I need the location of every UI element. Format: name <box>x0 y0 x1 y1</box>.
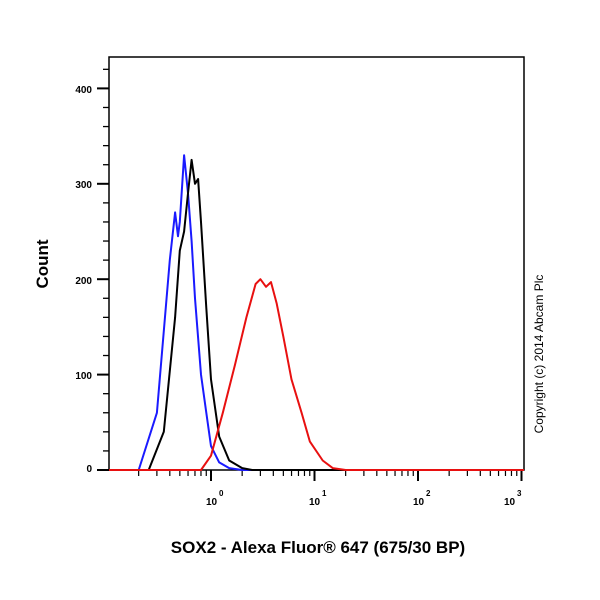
y-tick-label: 300 <box>75 180 92 191</box>
histogram-series <box>109 154 524 471</box>
y-tick-label: 0 <box>86 464 92 475</box>
svg-text:10: 10 <box>413 497 425 508</box>
y-axis-title: Count <box>33 239 52 288</box>
svg-text:3: 3 <box>517 489 522 498</box>
x-axis-ticks <box>138 470 523 481</box>
x-tick-label: 10 2 <box>413 489 431 508</box>
y-tick-label: 200 <box>75 276 92 287</box>
svg-text:2: 2 <box>426 489 431 498</box>
svg-text:10: 10 <box>309 497 321 508</box>
y-axis-ticks <box>97 68 109 471</box>
histogram-line <box>109 278 524 471</box>
x-tick-label: 10 3 <box>504 489 522 508</box>
copyright-notice: Copyright (c) 2014 Abcam Plc <box>532 275 546 434</box>
svg-text:10: 10 <box>206 497 218 508</box>
x-tick-label: 10 1 <box>309 489 327 508</box>
svg-text:1: 1 <box>322 489 327 498</box>
histogram-line <box>109 158 524 471</box>
y-tick-label: 400 <box>75 85 92 96</box>
plot-frame <box>108 56 525 471</box>
x-tick-label: 10 0 <box>206 489 224 508</box>
y-tick-label: 100 <box>75 371 92 382</box>
histogram-line <box>109 154 524 471</box>
svg-text:0: 0 <box>219 489 224 498</box>
x-axis-title: SOX2 - Alexa Fluor® 647 (675/30 BP) <box>171 538 465 557</box>
svg-text:10: 10 <box>504 497 516 508</box>
